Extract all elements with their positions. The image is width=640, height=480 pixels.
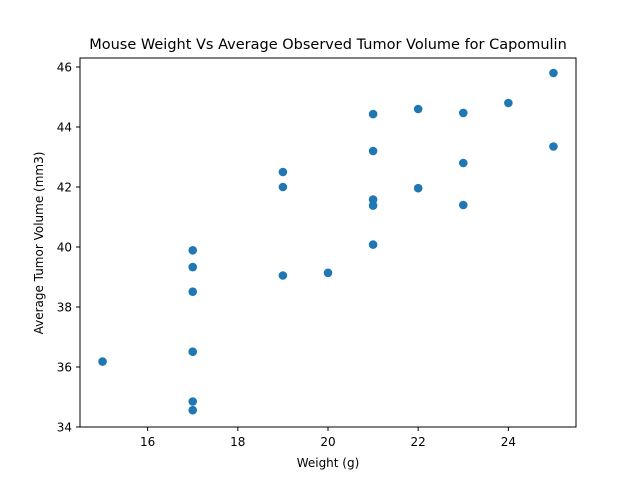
data-point bbox=[368, 109, 378, 119]
x-tick-label: 22 bbox=[411, 435, 426, 449]
y-tick-label: 42 bbox=[57, 181, 72, 195]
data-point bbox=[458, 158, 468, 168]
y-axis-label: Average Tumor Volume (mm3) bbox=[32, 152, 46, 335]
y-tick-label: 34 bbox=[57, 421, 72, 435]
x-axis-label: Weight (g) bbox=[297, 456, 360, 470]
x-axis: 16 18 20 22 24 bbox=[140, 427, 516, 449]
data-point bbox=[368, 240, 378, 249]
data-point bbox=[368, 195, 378, 204]
data-point bbox=[188, 262, 198, 272]
y-tick-label: 38 bbox=[57, 301, 72, 315]
y-axis: 34 36 38 40 42 44 46 bbox=[57, 61, 80, 435]
data-point bbox=[188, 246, 198, 255]
y-tick-label: 36 bbox=[57, 361, 72, 375]
data-point bbox=[278, 167, 288, 177]
x-tick-label: 16 bbox=[140, 435, 155, 449]
data-point bbox=[188, 287, 198, 297]
y-tick-label: 46 bbox=[57, 61, 72, 75]
data-point bbox=[278, 182, 288, 192]
data-point bbox=[549, 68, 558, 78]
data-point bbox=[98, 357, 107, 366]
x-tick-label: 18 bbox=[230, 435, 245, 449]
plot-frame bbox=[79, 57, 577, 428]
data-point bbox=[413, 104, 423, 114]
scatter-points bbox=[98, 68, 558, 415]
data-point bbox=[323, 268, 333, 278]
data-point bbox=[188, 397, 198, 406]
x-tick-label: 20 bbox=[320, 435, 335, 449]
data-point bbox=[458, 200, 468, 210]
data-point bbox=[504, 98, 513, 108]
y-tick-label: 44 bbox=[57, 121, 72, 135]
data-point bbox=[188, 347, 198, 357]
chart-title: Mouse Weight Vs Average Observed Tumor V… bbox=[89, 37, 567, 53]
data-point bbox=[413, 183, 423, 193]
data-point bbox=[549, 142, 558, 151]
x-tick-label: 24 bbox=[501, 435, 516, 449]
data-point bbox=[188, 405, 198, 415]
data-point bbox=[458, 108, 468, 118]
data-point bbox=[368, 146, 378, 156]
y-tick-label: 40 bbox=[57, 241, 72, 255]
data-point bbox=[368, 201, 378, 210]
data-point bbox=[278, 271, 288, 280]
